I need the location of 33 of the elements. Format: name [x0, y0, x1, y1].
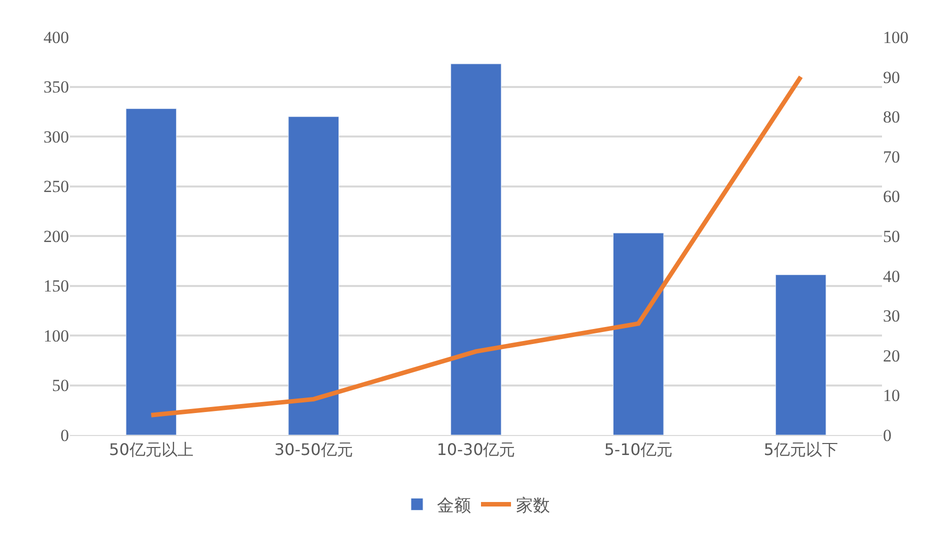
y2-tick-label: 0	[883, 426, 892, 445]
y-tick-label: 200	[44, 226, 69, 246]
y-tick-label: 350	[44, 78, 69, 97]
y-tick-label: 0	[60, 426, 69, 445]
y2-tick-label: 40	[883, 266, 900, 286]
y2-tick-label: 100	[883, 28, 908, 47]
y2-tick-label: 30	[883, 306, 900, 326]
y2-tick-label: 20	[883, 346, 900, 366]
legend-label: 家数	[516, 496, 550, 516]
line-series	[148, 74, 804, 418]
bar	[288, 116, 340, 435]
y-tick-label: 50	[52, 376, 69, 396]
legend-label: 金额	[437, 496, 471, 516]
x-tick-label: 5-10亿元	[604, 440, 673, 460]
y-tick-label: 300	[44, 127, 69, 146]
x-tick-label: 30-50亿元	[274, 440, 353, 460]
bar	[775, 274, 826, 435]
y2-tick-label: 60	[883, 187, 900, 206]
x-tick-label: 5亿元以下	[764, 440, 838, 460]
bar	[450, 64, 502, 435]
y2-tick-label: 70	[883, 147, 900, 166]
y2-tick-label: 80	[883, 108, 900, 127]
y-tick-label: 150	[44, 276, 69, 296]
y2-tick-label: 90	[883, 68, 900, 87]
bar	[126, 108, 177, 435]
y-tick-label: 250	[44, 177, 69, 196]
x-tick-label: 10-30亿元	[436, 440, 516, 460]
y-tick-label: 400	[44, 28, 69, 47]
x-tick-label: 50亿元以上	[109, 440, 194, 460]
bar	[612, 232, 664, 435]
y2-tick-label: 50	[883, 226, 900, 246]
y2-tick-label: 10	[883, 386, 900, 406]
y-tick-label: 100	[44, 326, 69, 346]
